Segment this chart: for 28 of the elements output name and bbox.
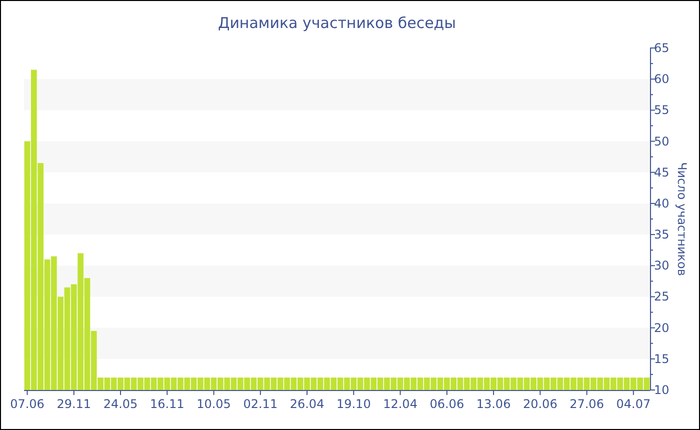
y-tick-label: 40	[654, 196, 670, 210]
y-tick-label: 60	[654, 72, 670, 86]
chart-title: Динамика участников беседы	[218, 14, 456, 32]
x-tick-label: 10.05	[196, 397, 231, 411]
x-tick-label: 02.11	[243, 397, 278, 411]
y-tick-label: 35	[654, 228, 670, 242]
y-tick-label: 10	[654, 383, 670, 397]
x-tick-label: 16.11	[150, 397, 184, 411]
y-tick-label: 45	[654, 165, 670, 180]
x-tick-label: 19.10	[336, 397, 371, 411]
x-tick-label: 06.06	[430, 397, 464, 411]
x-tick-label: 12.04	[383, 397, 418, 411]
x-tick-label: 29.11	[56, 397, 92, 411]
y-tick-label: 65	[654, 41, 670, 55]
x-tick-label: 26.04	[290, 397, 324, 411]
y-tick-label: 50	[654, 134, 670, 148]
x-tick-label: 04.07	[616, 397, 651, 411]
x-tick-label: 20.06	[522, 397, 558, 411]
x-tick-label: 07.06	[10, 397, 44, 411]
y-tick-label: 15	[654, 352, 670, 366]
y-tick-label: 30	[654, 258, 670, 273]
y-axis-title: Число участников	[675, 162, 689, 276]
y-tick-label: 25	[654, 290, 670, 304]
y-tick-label: 55	[654, 103, 670, 118]
x-tick-label: 24.05	[103, 397, 138, 411]
y-tick-label: 20	[654, 320, 670, 335]
x-tick-label: 27.06	[570, 397, 604, 411]
x-tick-label: 13.06	[476, 397, 511, 411]
